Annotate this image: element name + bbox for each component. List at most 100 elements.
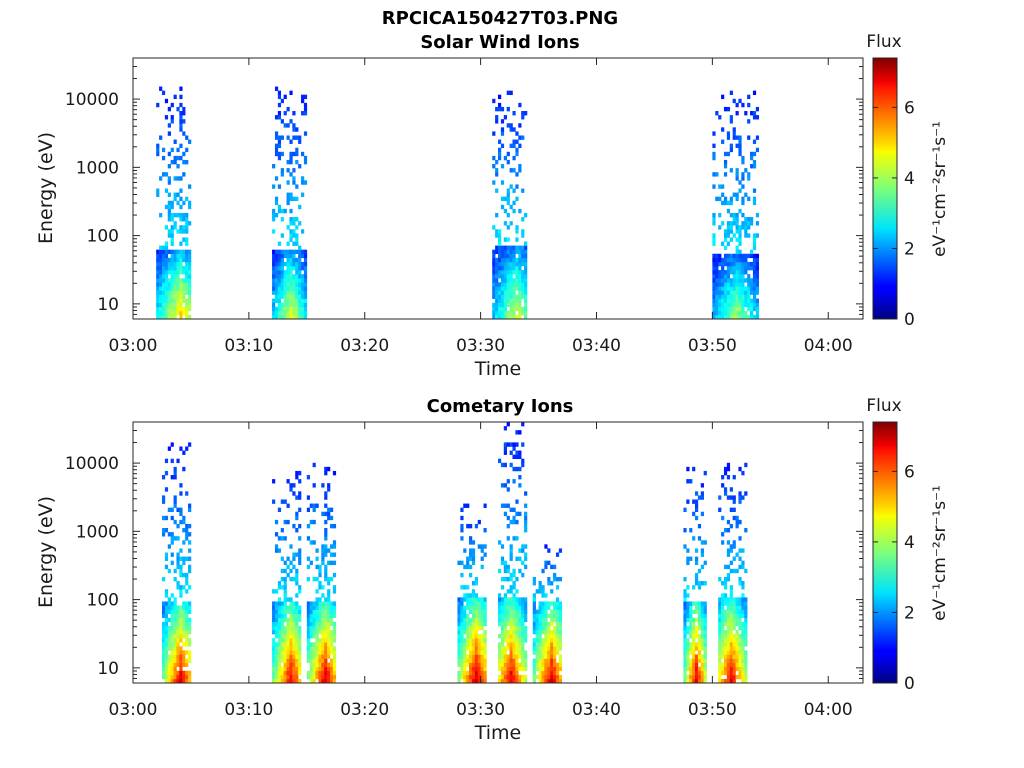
heatmap-cell (738, 298, 742, 303)
heatmap-cell (697, 585, 702, 590)
heatmap-cell (755, 115, 760, 120)
heatmap-cell (503, 658, 507, 663)
heatmap-cell (703, 540, 707, 545)
heatmap-cell (718, 666, 722, 672)
heatmap-cell (726, 548, 731, 553)
heatmap-cell (460, 605, 464, 610)
heatmap-cell (483, 601, 487, 606)
heatmap-cell (318, 629, 322, 635)
heatmap-cell (185, 261, 189, 267)
heatmap-cell (718, 306, 722, 312)
heatmap-cell (550, 650, 554, 655)
heatmap-cell (555, 642, 560, 647)
heatmap-cell (694, 666, 699, 672)
heatmap-cell (277, 151, 282, 157)
heatmap-cell (332, 540, 337, 545)
heatmap-cell (738, 601, 742, 606)
heatmap-cell (744, 658, 748, 663)
heatmap-cell (298, 658, 302, 663)
heatmap-cell (173, 290, 177, 295)
heatmap-cell (274, 298, 279, 303)
heatmap-cell (738, 98, 742, 104)
heatmap-cell (744, 678, 748, 684)
heatmap-cell (182, 658, 186, 663)
heatmap-cell (512, 519, 516, 525)
heatmap-cell (292, 135, 296, 140)
heatmap-cell (553, 609, 557, 614)
heatmap-cell (159, 249, 163, 255)
heatmap-cell (506, 314, 510, 320)
heatmap-cell (694, 548, 699, 553)
heatmap-cell (498, 94, 502, 100)
heatmap-cell (735, 638, 739, 643)
heatmap-cell (550, 670, 554, 676)
heatmap-cell (185, 229, 189, 234)
heatmap-cell (179, 176, 183, 181)
heatmap-cell (471, 556, 476, 561)
heatmap-cell (738, 613, 742, 619)
heatmap-cell (703, 666, 707, 672)
heatmap-cell (723, 666, 728, 672)
heatmap-cell (747, 278, 751, 283)
heatmap-cell (747, 176, 751, 181)
heatmap-cell (170, 515, 174, 521)
heatmap-cell (503, 678, 507, 684)
heatmap-cell (463, 638, 467, 643)
heatmap-cell (272, 310, 276, 316)
heatmap-cell (692, 499, 696, 504)
heatmap-cell (694, 646, 699, 651)
heatmap-cell (272, 625, 276, 631)
heatmap-cell (327, 605, 331, 610)
heatmap-cell (521, 544, 525, 549)
heatmap-cell (173, 298, 177, 303)
heatmap-cell (274, 270, 279, 275)
heatmap-cell (477, 625, 481, 631)
heatmap-cell (185, 217, 189, 222)
heatmap-cell (721, 200, 725, 206)
heatmap-cell (692, 642, 696, 647)
heatmap-cell (715, 294, 719, 299)
heatmap-cell (515, 274, 519, 279)
heatmap-cell (744, 225, 748, 230)
heatmap-cell (295, 237, 299, 242)
heatmap-cell (170, 601, 174, 606)
heatmap-cell (509, 613, 513, 619)
heatmap-cell (176, 290, 180, 295)
heatmap-cell (295, 605, 299, 610)
heatmap-cell (164, 642, 169, 647)
heatmap-cell (503, 601, 507, 606)
heatmap-cell (694, 581, 699, 586)
heatmap-cell (167, 658, 171, 663)
heatmap-cell (277, 290, 282, 295)
heatmap-cell (274, 650, 279, 655)
heatmap-cell (185, 446, 189, 451)
heatmap-cell (280, 601, 284, 606)
heatmap-cell (689, 678, 693, 684)
heatmap-cell (558, 576, 563, 582)
heatmap-cell (324, 519, 328, 525)
heatmap-cell (732, 314, 736, 320)
heatmap-cell (277, 102, 282, 108)
heatmap-cell (182, 621, 186, 627)
heatmap-cell (721, 629, 725, 635)
heatmap-cell (161, 253, 166, 259)
heatmap-cell (500, 127, 505, 132)
heatmap-cell (167, 634, 171, 639)
heatmap-cell (176, 306, 180, 312)
heatmap-cell (277, 507, 282, 513)
heatmap-cell (182, 229, 186, 234)
heatmap-cell (466, 662, 470, 667)
heatmap-cell (182, 650, 186, 655)
heatmap-cell (176, 617, 180, 623)
heatmap-cell (286, 674, 290, 680)
heatmap-cell (167, 302, 171, 308)
heatmap-cell (188, 678, 192, 684)
heatmap-cell (457, 650, 461, 655)
heatmap-cell (518, 634, 522, 639)
heatmap-cell (188, 564, 192, 570)
heatmap-cell (729, 143, 733, 149)
heatmap-cell (729, 625, 733, 631)
heatmap-cell (515, 519, 519, 525)
heatmap-cell (170, 605, 174, 610)
heatmap-cell (755, 314, 760, 320)
